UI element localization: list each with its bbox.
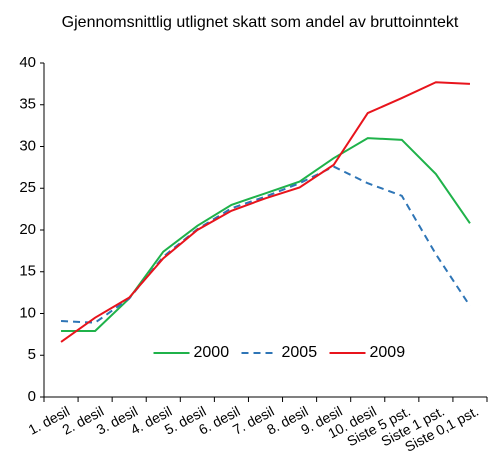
series-line: [60, 81, 471, 343]
y-tick-label: 20: [19, 221, 36, 238]
legend-label: 2000: [194, 344, 230, 361]
legend-label: 2005: [282, 344, 318, 361]
chart-title: Gjennomsnittlig utlignet skatt som andel…: [61, 14, 459, 31]
y-tick-label: 30: [19, 137, 36, 154]
legend-label: 2009: [370, 344, 406, 361]
series-line: [60, 165, 471, 324]
y-tick-label: 25: [19, 179, 36, 196]
y-tick-label: 40: [19, 54, 36, 71]
y-tick-label: 10: [19, 304, 36, 321]
y-tick-label: 5: [28, 346, 36, 363]
y-tick-label: 15: [19, 263, 36, 280]
y-tick-label: 35: [19, 96, 36, 113]
y-tick-label: 0: [28, 388, 36, 405]
